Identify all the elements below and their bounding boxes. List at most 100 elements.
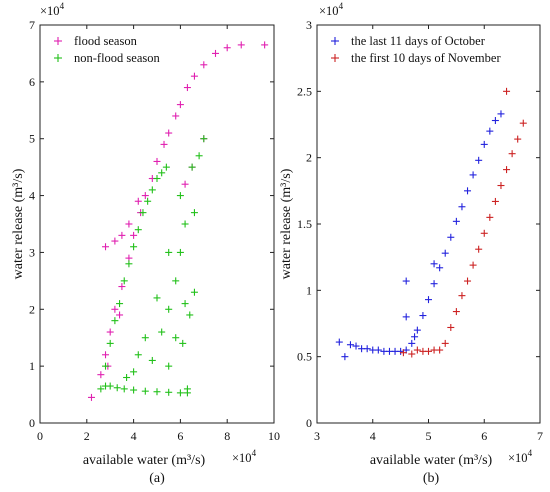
data-point [452,308,460,316]
data-point [190,72,198,80]
data-point [165,305,173,313]
data-point [97,371,105,379]
data-point [102,243,110,251]
data-point [469,171,477,179]
data-point [519,119,527,127]
plot-frame-a [39,24,275,424]
data-point [111,305,119,313]
data-point [508,150,516,158]
y-tick-label: 0 [29,416,35,430]
ticks-a: 0 2 4 6 8 10 0 1 2 3 4 5 6 7 [29,18,280,443]
series-2 [97,135,208,397]
data-point [402,277,410,285]
y-multiplier-a: ×104 [40,1,65,18]
data-point [165,388,173,396]
legend-b: the last 11 days of October the first 10 … [331,34,501,65]
data-point [399,349,407,357]
data-point [165,362,173,370]
data-point [176,101,184,109]
data-point [352,342,360,350]
series-2 [399,87,527,358]
data-point [118,231,126,239]
data-point [430,280,438,288]
data-point [430,260,438,268]
x-tick-label: 0 [37,429,43,443]
data-point [176,248,184,256]
y-tick-label: 1 [29,359,35,373]
data-point [408,350,416,358]
y-axis-label-b: water release (m³/s) [279,168,294,279]
data-point [491,197,499,205]
marks-a [87,41,269,401]
data-point [125,260,133,268]
legend-label: non-flood season [74,51,160,65]
data-point [130,386,138,394]
x-tick-label: 2 [84,429,90,443]
data-point [134,226,142,234]
data-point [113,384,121,392]
data-point [183,84,191,92]
data-point [162,163,170,171]
legend-label: the last 11 days of October [351,34,486,48]
y-tick-label: 2.5 [297,84,312,98]
data-point [441,339,449,347]
legend-label: flood season [74,34,138,48]
data-point [452,217,460,225]
y-tick-label: 0.5 [297,350,312,364]
data-point [425,347,432,355]
data-point [469,261,477,269]
y-multiplier-b: ×104 [319,1,344,18]
data-point [503,166,511,174]
data-point [125,220,133,228]
y-axis-label-a: water release (m³/s) [11,168,26,279]
y-tick-label: 7 [29,18,35,32]
x-axis-label-b: available water (m³/s) [370,453,493,468]
panel-label-a: (a) [149,471,165,486]
data-point [120,385,128,393]
legend-marker [331,54,339,62]
data-point [237,41,245,49]
legend-marker [331,37,339,45]
data-point [102,362,110,370]
data-point [374,346,382,354]
data-point [97,385,105,393]
data-point [436,346,444,354]
data-point [514,135,522,143]
panel-label-b: (b) [423,471,440,486]
data-point [486,213,494,221]
data-point [130,243,138,251]
x-tick-label: 7 [537,429,543,443]
series-1 [87,41,269,401]
data-point [111,317,119,325]
data-point [200,61,208,69]
x-tick-label: 6 [481,429,487,443]
data-point [195,152,203,160]
data-point [141,192,149,200]
x-tick-label: 4 [370,429,376,443]
series-1 [335,110,505,361]
y-tick-label: 2 [29,302,35,316]
data-point [497,182,505,190]
data-point [486,127,494,135]
data-point [120,277,128,285]
data-point [153,157,161,165]
data-point [181,220,189,228]
data-point [411,333,419,341]
data-point [346,341,354,349]
data-point [447,233,455,241]
panel-a: 0 2 4 6 8 10 0 1 2 3 4 5 6 7 flood season non-flood se… [11,1,280,486]
x-multiplier-b: ×104 [508,448,533,465]
x-tick-label: 4 [131,429,137,443]
data-point [153,294,161,302]
y-tick-label: 4 [29,189,35,203]
data-point [419,312,427,320]
plot-frame-b [316,24,541,424]
legend-a: flood season non-flood season [54,34,160,65]
data-point [402,313,410,321]
y-tick-label: 1 [306,283,312,297]
data-point [408,339,416,347]
data-point [458,203,466,211]
data-point [148,186,156,194]
panel-b: 3 4 5 6 7 0 0.5 1 1.5 2 2.5 3 the last 11 days of O… [279,1,543,486]
